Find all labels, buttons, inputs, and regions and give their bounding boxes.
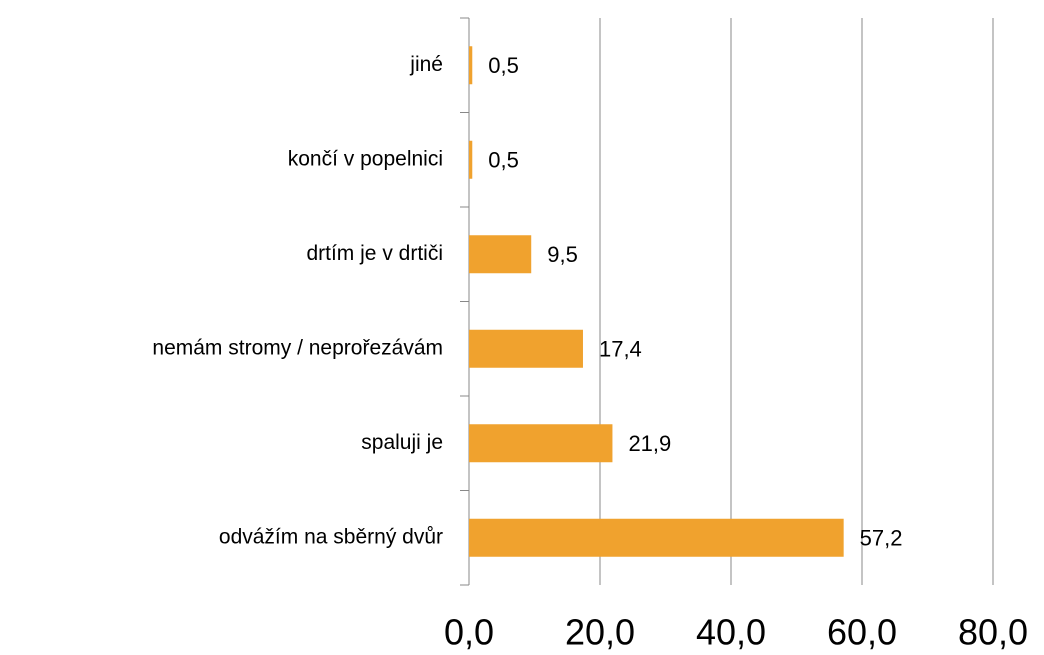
bar xyxy=(469,424,613,463)
y-tick-label: drtím je v drtiči xyxy=(306,242,443,265)
y-tick-label: odvážím na sběrný dvůr xyxy=(219,525,443,548)
x-tick-label: 40,0 xyxy=(696,612,766,653)
y-tick-label: končí v popelnici xyxy=(288,147,443,170)
value-label: 17,4 xyxy=(599,337,642,362)
y-tick-label: spaluji je xyxy=(361,431,443,454)
value-label: 0,5 xyxy=(488,53,519,78)
bar xyxy=(469,518,844,557)
bar xyxy=(469,46,473,85)
bar xyxy=(469,329,583,368)
value-label: 57,2 xyxy=(860,526,903,551)
x-tick-label: 20,0 xyxy=(565,612,635,653)
x-tick-label: 60,0 xyxy=(827,612,897,653)
y-tick-label: jiné xyxy=(409,53,443,76)
bar xyxy=(469,140,473,179)
value-label: 0,5 xyxy=(488,148,519,173)
value-label: 21,9 xyxy=(628,431,671,456)
value-label: 9,5 xyxy=(547,242,578,267)
x-tick-label: 0,0 xyxy=(444,612,494,653)
y-tick-label: nemám stromy / neprořezávám xyxy=(152,336,443,359)
bar xyxy=(469,235,532,274)
x-tick-label: 80,0 xyxy=(958,612,1028,653)
